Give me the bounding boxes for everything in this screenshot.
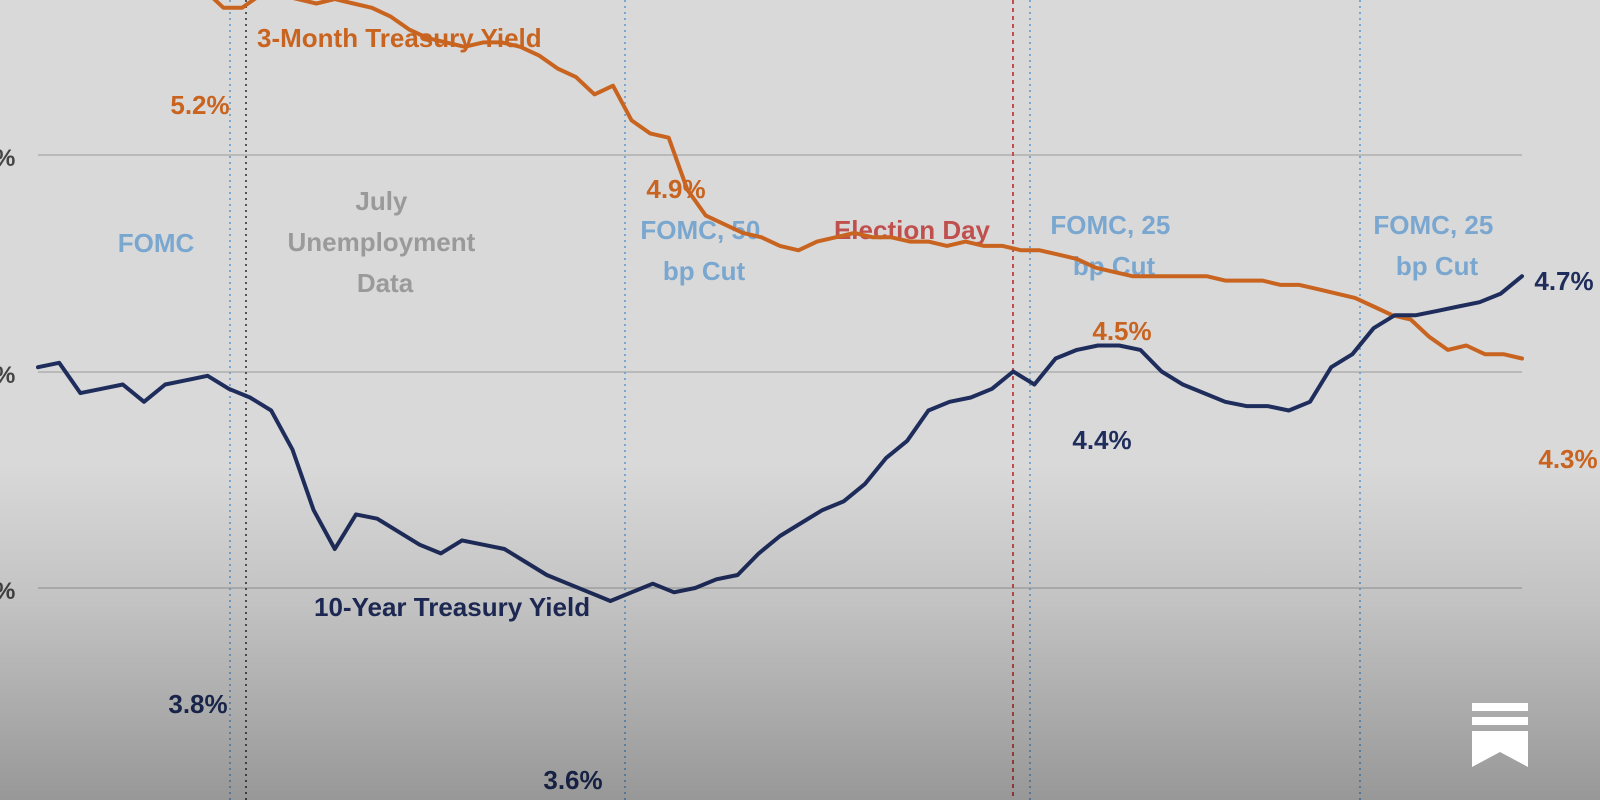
y-tick-label: % <box>0 145 15 172</box>
event-label-fomc-50: FOMC, 50 bp Cut <box>640 215 767 286</box>
data-label: 3.6% <box>543 765 602 795</box>
data-label: 3.8% <box>168 689 227 719</box>
series-line-10-year <box>36 274 1524 603</box>
event-label-fomc-25-dec: FOMC, 25 bp Cut <box>1373 210 1500 281</box>
y-tick-label: % <box>0 578 15 605</box>
data-label: 4.4% <box>1072 425 1131 455</box>
series-line-3-month <box>212 0 1524 361</box>
data-label: 4.5% <box>1092 316 1151 346</box>
event-label-fomc-25-nov: FOMC, 25 bp Cut <box>1050 210 1177 281</box>
y-axis-ticks: % % % <box>0 145 15 605</box>
event-label-fomc: FOMC <box>118 228 195 258</box>
gridlines <box>38 154 1522 589</box>
event-label-unemployment: July Unemployment Data <box>287 186 482 298</box>
data-label: 4.9% <box>646 174 705 204</box>
data-label: 5.2% <box>170 90 229 120</box>
bookmark-logo-icon <box>1472 703 1528 767</box>
event-markers: FOMC July Unemployment Data FOMC, 50 bp … <box>118 0 1500 800</box>
series-lines <box>36 0 1524 603</box>
series-label-10-year: 10-Year Treasury Yield <box>314 592 590 622</box>
data-label: 4.7% <box>1534 266 1593 296</box>
chart-labels: 3-Month Treasury Yield 10-Year Treasury … <box>168 23 1597 795</box>
data-label: 4.3% <box>1538 444 1597 474</box>
series-label-3-month: 3-Month Treasury Yield <box>257 23 542 53</box>
y-tick-label: % <box>0 362 15 389</box>
